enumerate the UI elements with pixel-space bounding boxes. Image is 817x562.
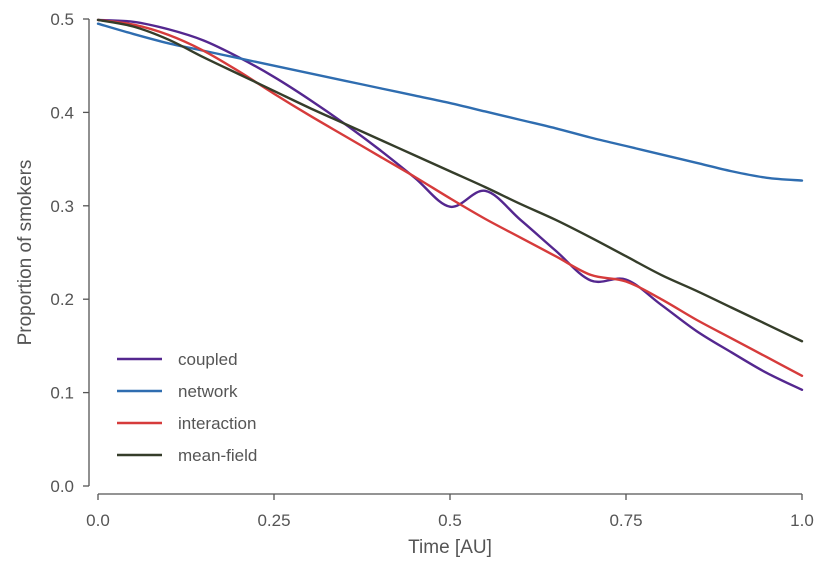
- series-line-interaction: [96, 18, 804, 377]
- legend: coupled network interaction mean-field: [117, 350, 257, 465]
- y-tick-label: 0.3: [50, 197, 74, 216]
- y-axis: 0.0 0.1 0.2 0.3 0.4 0.5: [50, 10, 90, 496]
- x-tick-label: 1.0: [790, 511, 814, 530]
- x-tick-label: 0.0: [86, 511, 110, 530]
- legend-label-interaction: interaction: [178, 414, 256, 433]
- x-tick-label: 0.5: [438, 511, 462, 530]
- x-axis: 0.0 0.25 0.5 0.75 1.0: [86, 493, 814, 530]
- y-axis-label: Proportion of smokers: [15, 160, 36, 346]
- plot-lines: [96, 18, 804, 391]
- series-line-mean-field: [96, 18, 804, 343]
- legend-label-mean-field: mean-field: [178, 446, 257, 465]
- y-tick-label: 0.2: [50, 290, 74, 309]
- legend-label-network: network: [178, 382, 238, 401]
- series-line-network: [96, 22, 804, 182]
- y-tick-label: 0.0: [50, 477, 74, 496]
- x-tick-label: 0.75: [609, 511, 642, 530]
- y-tick-label: 0.1: [50, 384, 74, 403]
- y-tick-label: 0.5: [50, 10, 74, 29]
- y-tick-label: 0.4: [50, 103, 74, 122]
- x-axis-label: Time [AU]: [408, 537, 492, 558]
- series-line-coupled: [96, 18, 804, 391]
- legend-label-coupled: coupled: [178, 350, 238, 369]
- x-tick-label: 0.25: [257, 511, 290, 530]
